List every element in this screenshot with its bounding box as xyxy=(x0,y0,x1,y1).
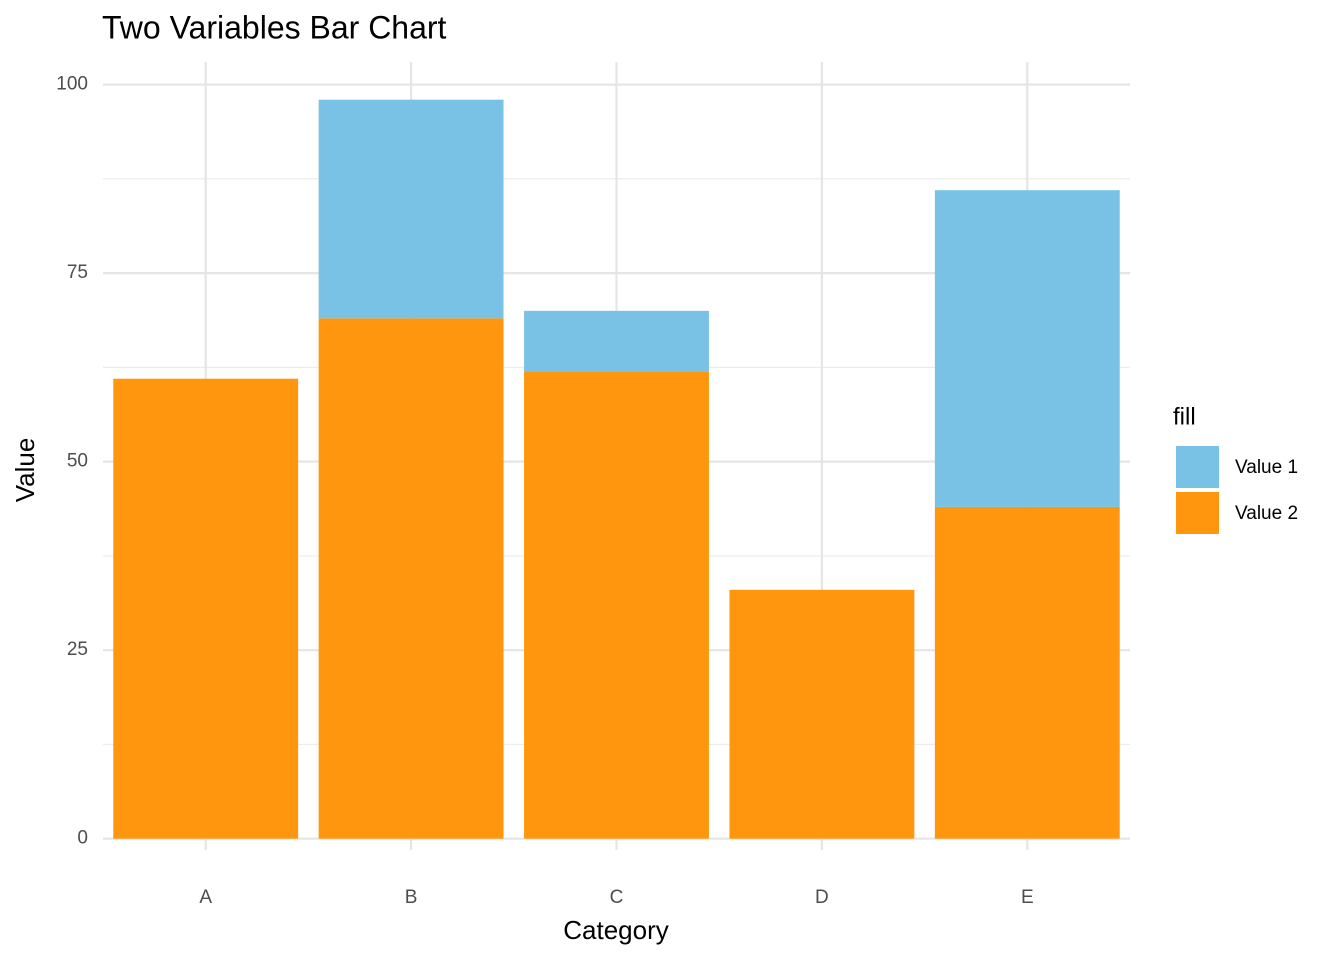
legend-title: fill xyxy=(1173,403,1196,430)
legend-key xyxy=(1176,492,1219,534)
bar-segment xyxy=(524,310,709,372)
legend-label: Value 1 xyxy=(1235,457,1298,478)
legend-key xyxy=(1176,446,1219,488)
bar-segment xyxy=(318,99,504,319)
y-tick-label: 25 xyxy=(67,639,88,660)
y-tick-label: 0 xyxy=(77,828,88,849)
bar-segment xyxy=(729,589,915,839)
bar-segment xyxy=(113,378,299,839)
x-tick-label: D xyxy=(815,887,829,908)
bar-segment xyxy=(934,506,1120,839)
chart-title: Two Variables Bar Chart xyxy=(102,9,447,45)
y-tick-label: 75 xyxy=(67,262,88,283)
bar-segment xyxy=(934,190,1120,507)
x-tick-label: A xyxy=(199,887,212,908)
x-tick-label: C xyxy=(610,887,624,908)
y-tick-label: 50 xyxy=(67,451,88,472)
bar-segment xyxy=(524,371,709,839)
x-axis-label: Category xyxy=(563,915,669,945)
bar-segment xyxy=(318,318,504,839)
x-tick-label: E xyxy=(1021,887,1034,908)
legend-label: Value 2 xyxy=(1235,503,1298,524)
y-tick-label: 100 xyxy=(56,74,88,95)
y-axis-label: Value xyxy=(10,438,40,503)
x-tick-label: B xyxy=(405,887,418,908)
